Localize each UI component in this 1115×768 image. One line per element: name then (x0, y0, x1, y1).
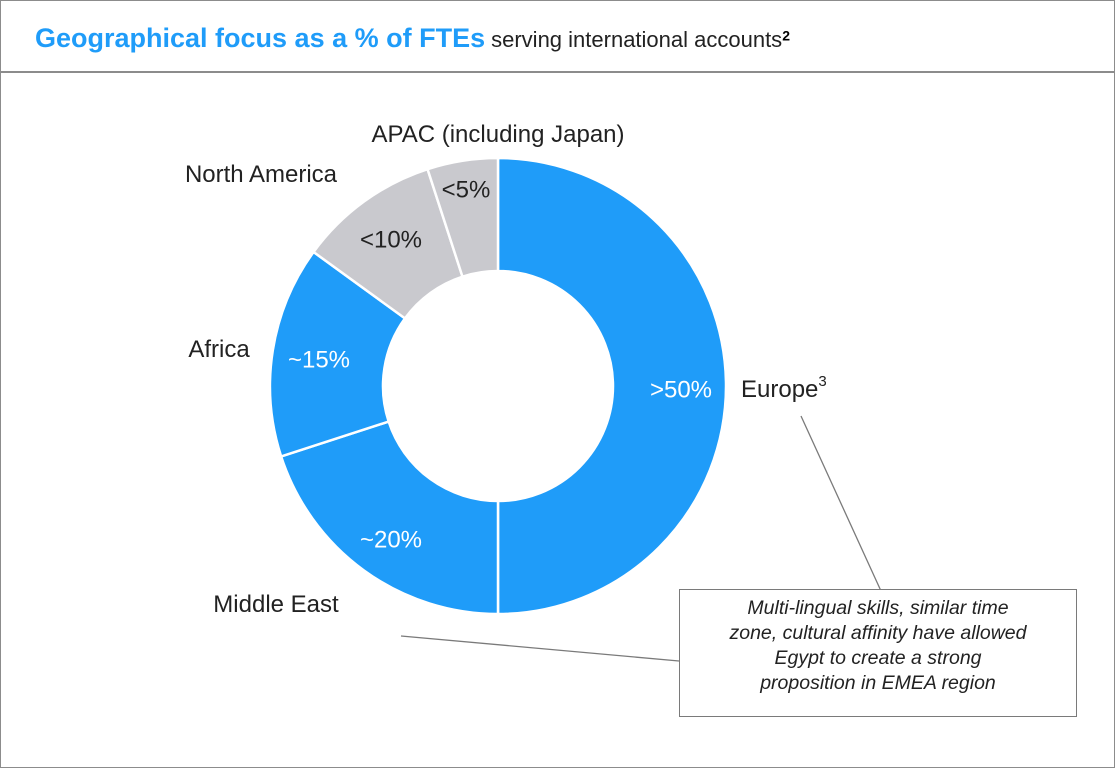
category-name: APAC (including Japan) (371, 121, 624, 148)
subtitle: serving international accounts (491, 27, 783, 52)
footnote-marker: 3 (818, 373, 826, 390)
category-label: Europe3 (741, 373, 827, 403)
value-label: ~15% (288, 346, 350, 373)
category-name: Africa (188, 336, 250, 363)
connector (400, 635, 680, 662)
value-label: <5% (442, 176, 491, 203)
category-label: North America (185, 161, 338, 188)
footnote-marker: 2 (782, 27, 790, 44)
value-label: <10% (360, 226, 422, 253)
value-label: ~20% (360, 526, 422, 553)
donut-segment (279, 419, 500, 616)
chart-title: Geographical focus as a % of FTEs (35, 23, 486, 53)
header: Geographical focus as a % of FTEs serving… (1, 1, 1114, 73)
category-label: Middle East (213, 591, 339, 618)
category-name: Middle East (213, 591, 339, 618)
category-name: North America (185, 161, 338, 188)
category-label: APAC (including Japan) (371, 121, 624, 148)
donut-segment (425, 156, 500, 279)
annotation: Multi-lingual skills, similar time zone,… (679, 589, 1077, 717)
connector (800, 415, 882, 592)
donut-segment (496, 156, 728, 616)
category-name: Europe (741, 376, 818, 403)
category-label: Africa (188, 336, 250, 363)
title-block: Geographical focus as a % of FTEs serving… (35, 23, 790, 54)
labels: >50% ~20% ~15% <10% <5% Europe3 Middle East Afr… (185, 121, 827, 618)
donut-segment (268, 250, 407, 459)
value-label: >50% (650, 376, 712, 403)
